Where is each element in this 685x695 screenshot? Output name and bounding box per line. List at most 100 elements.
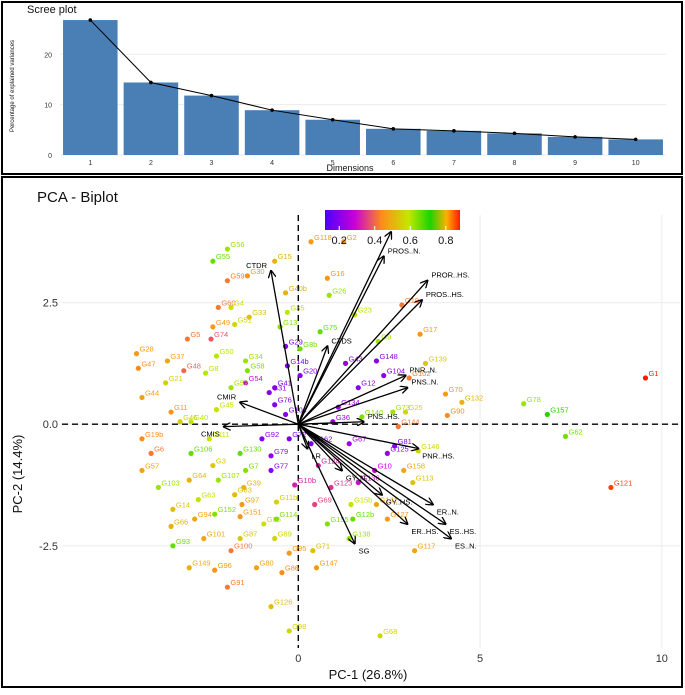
genotype-point bbox=[242, 380, 249, 386]
genotype-point bbox=[284, 309, 290, 315]
genotype-point bbox=[170, 506, 176, 512]
genotype-point bbox=[324, 275, 330, 281]
genotype-point bbox=[390, 409, 396, 415]
genotype-point bbox=[133, 351, 140, 357]
genotype-label: G106 bbox=[194, 444, 212, 453]
genotype-label: G30 bbox=[250, 267, 264, 276]
genotype-point bbox=[272, 402, 278, 408]
genotype-point bbox=[377, 633, 383, 639]
genotype-point bbox=[286, 550, 292, 556]
genotype-point bbox=[212, 567, 218, 573]
scree-y-tick-label: 10 bbox=[44, 103, 52, 110]
genotype-label: G35 bbox=[290, 303, 304, 312]
scree-x-tick-label: 7 bbox=[452, 160, 456, 167]
biplot-x-tick-label: 0 bbox=[295, 653, 301, 665]
variable-arrow-label: SG bbox=[359, 546, 370, 555]
genotype-point bbox=[350, 516, 356, 522]
biplot-ylabel: PC-2 (14.4%) bbox=[10, 435, 25, 514]
genotype-point bbox=[237, 514, 243, 520]
scree-line-point bbox=[573, 135, 577, 139]
genotype-point bbox=[342, 360, 349, 366]
genotype-label: G63 bbox=[201, 491, 215, 500]
genotype-point bbox=[155, 484, 161, 491]
genotype-label: G152 bbox=[218, 505, 236, 514]
genotype-point bbox=[261, 521, 267, 527]
genotype-label: G19 bbox=[405, 296, 419, 305]
genotype-label: G59 bbox=[230, 272, 244, 281]
genotype-point bbox=[215, 477, 221, 483]
genotype-label: G91 bbox=[230, 578, 244, 587]
genotype-label: G104 bbox=[387, 367, 405, 376]
genotype-label: G94 bbox=[198, 510, 212, 519]
variable-arrow bbox=[298, 423, 418, 448]
genotype-label: G2 bbox=[347, 233, 357, 242]
scree-line bbox=[88, 18, 638, 142]
genotype-label: G69 bbox=[318, 495, 332, 504]
genotype-label: G1 bbox=[648, 369, 658, 378]
scree-x-tick-label: 5 bbox=[331, 160, 335, 167]
variable-arrow-label: CMIR bbox=[217, 392, 237, 401]
genotype-label: G41 bbox=[278, 379, 292, 388]
scree-x-tick-label: 2 bbox=[149, 160, 153, 167]
genotype-point bbox=[310, 548, 316, 554]
scree-line-point bbox=[149, 80, 153, 85]
genotype-point bbox=[308, 441, 314, 447]
biplot-panel-border bbox=[1, 176, 683, 688]
genotype-label: G57 bbox=[145, 461, 159, 470]
genotype-point bbox=[346, 441, 352, 447]
genotype-label: G130 bbox=[243, 444, 261, 453]
scree-line-point bbox=[512, 131, 517, 136]
genotype-label: G11b bbox=[279, 493, 297, 502]
genotype-point bbox=[272, 258, 278, 264]
biplot-y-tick-label: 0.0 bbox=[43, 419, 58, 431]
scree-y-ticks: 0 10 20 bbox=[44, 52, 52, 160]
genotype-point bbox=[282, 411, 289, 418]
genotype-point bbox=[202, 370, 209, 376]
genotype-label: G121 bbox=[614, 478, 632, 487]
scree-x-ticks: 1 2 3 4 5 6 7 8 9 10 bbox=[88, 160, 639, 167]
variable-arrow-label: CMIS bbox=[201, 430, 220, 439]
scree-line-point bbox=[88, 18, 93, 22]
genotype-label: G157 bbox=[550, 405, 568, 414]
genotype-point bbox=[442, 391, 449, 397]
genotype-label: G77 bbox=[274, 461, 288, 470]
variable-arrow-label: ER..HS. bbox=[411, 527, 438, 536]
genotype-point bbox=[399, 302, 405, 308]
genotype-point bbox=[286, 628, 292, 634]
genotype-point bbox=[268, 467, 274, 474]
genotype-point bbox=[297, 346, 303, 352]
scree-x-tick-label: 6 bbox=[391, 160, 395, 167]
genotype-label: G49 bbox=[216, 318, 230, 327]
genotype-label: G125 bbox=[390, 444, 408, 453]
genotype-label: G37 bbox=[170, 352, 184, 361]
genotype-label: G28 bbox=[140, 345, 154, 354]
genotype-label: G74 bbox=[214, 330, 228, 339]
genotype-point bbox=[312, 501, 318, 508]
genotype-point bbox=[444, 412, 450, 419]
scree-line-point bbox=[270, 108, 274, 112]
variable-arrow bbox=[297, 423, 433, 504]
genotype-point bbox=[168, 409, 174, 415]
genotype-label: G45 bbox=[220, 401, 234, 410]
variable-arrow-label: PROR..HS. bbox=[431, 271, 469, 280]
genotype-label: G58 bbox=[250, 362, 264, 371]
genotype-point bbox=[181, 368, 187, 374]
genotype-label: G100 bbox=[234, 542, 252, 551]
genotype-point bbox=[279, 569, 285, 576]
variable-arrow-label: CTDR bbox=[246, 261, 267, 270]
scree-bar bbox=[123, 82, 179, 155]
genotype-point bbox=[242, 467, 249, 474]
genotype-point bbox=[228, 548, 234, 554]
scree-title: Scree plot bbox=[27, 4, 77, 16]
genotype-point bbox=[297, 372, 303, 379]
scree-x-tick-label: 10 bbox=[632, 160, 640, 167]
genotype-point bbox=[395, 424, 401, 430]
genotype-label: G14b bbox=[290, 357, 308, 366]
genotype-label: G20 bbox=[303, 367, 317, 376]
genotype-point bbox=[348, 501, 354, 508]
genotype-label: G12 bbox=[361, 379, 375, 388]
scree-bar bbox=[244, 110, 300, 155]
genotype-label: G117 bbox=[418, 542, 436, 551]
genotype-label: G95 bbox=[292, 544, 306, 553]
scree-line-point bbox=[330, 117, 335, 122]
